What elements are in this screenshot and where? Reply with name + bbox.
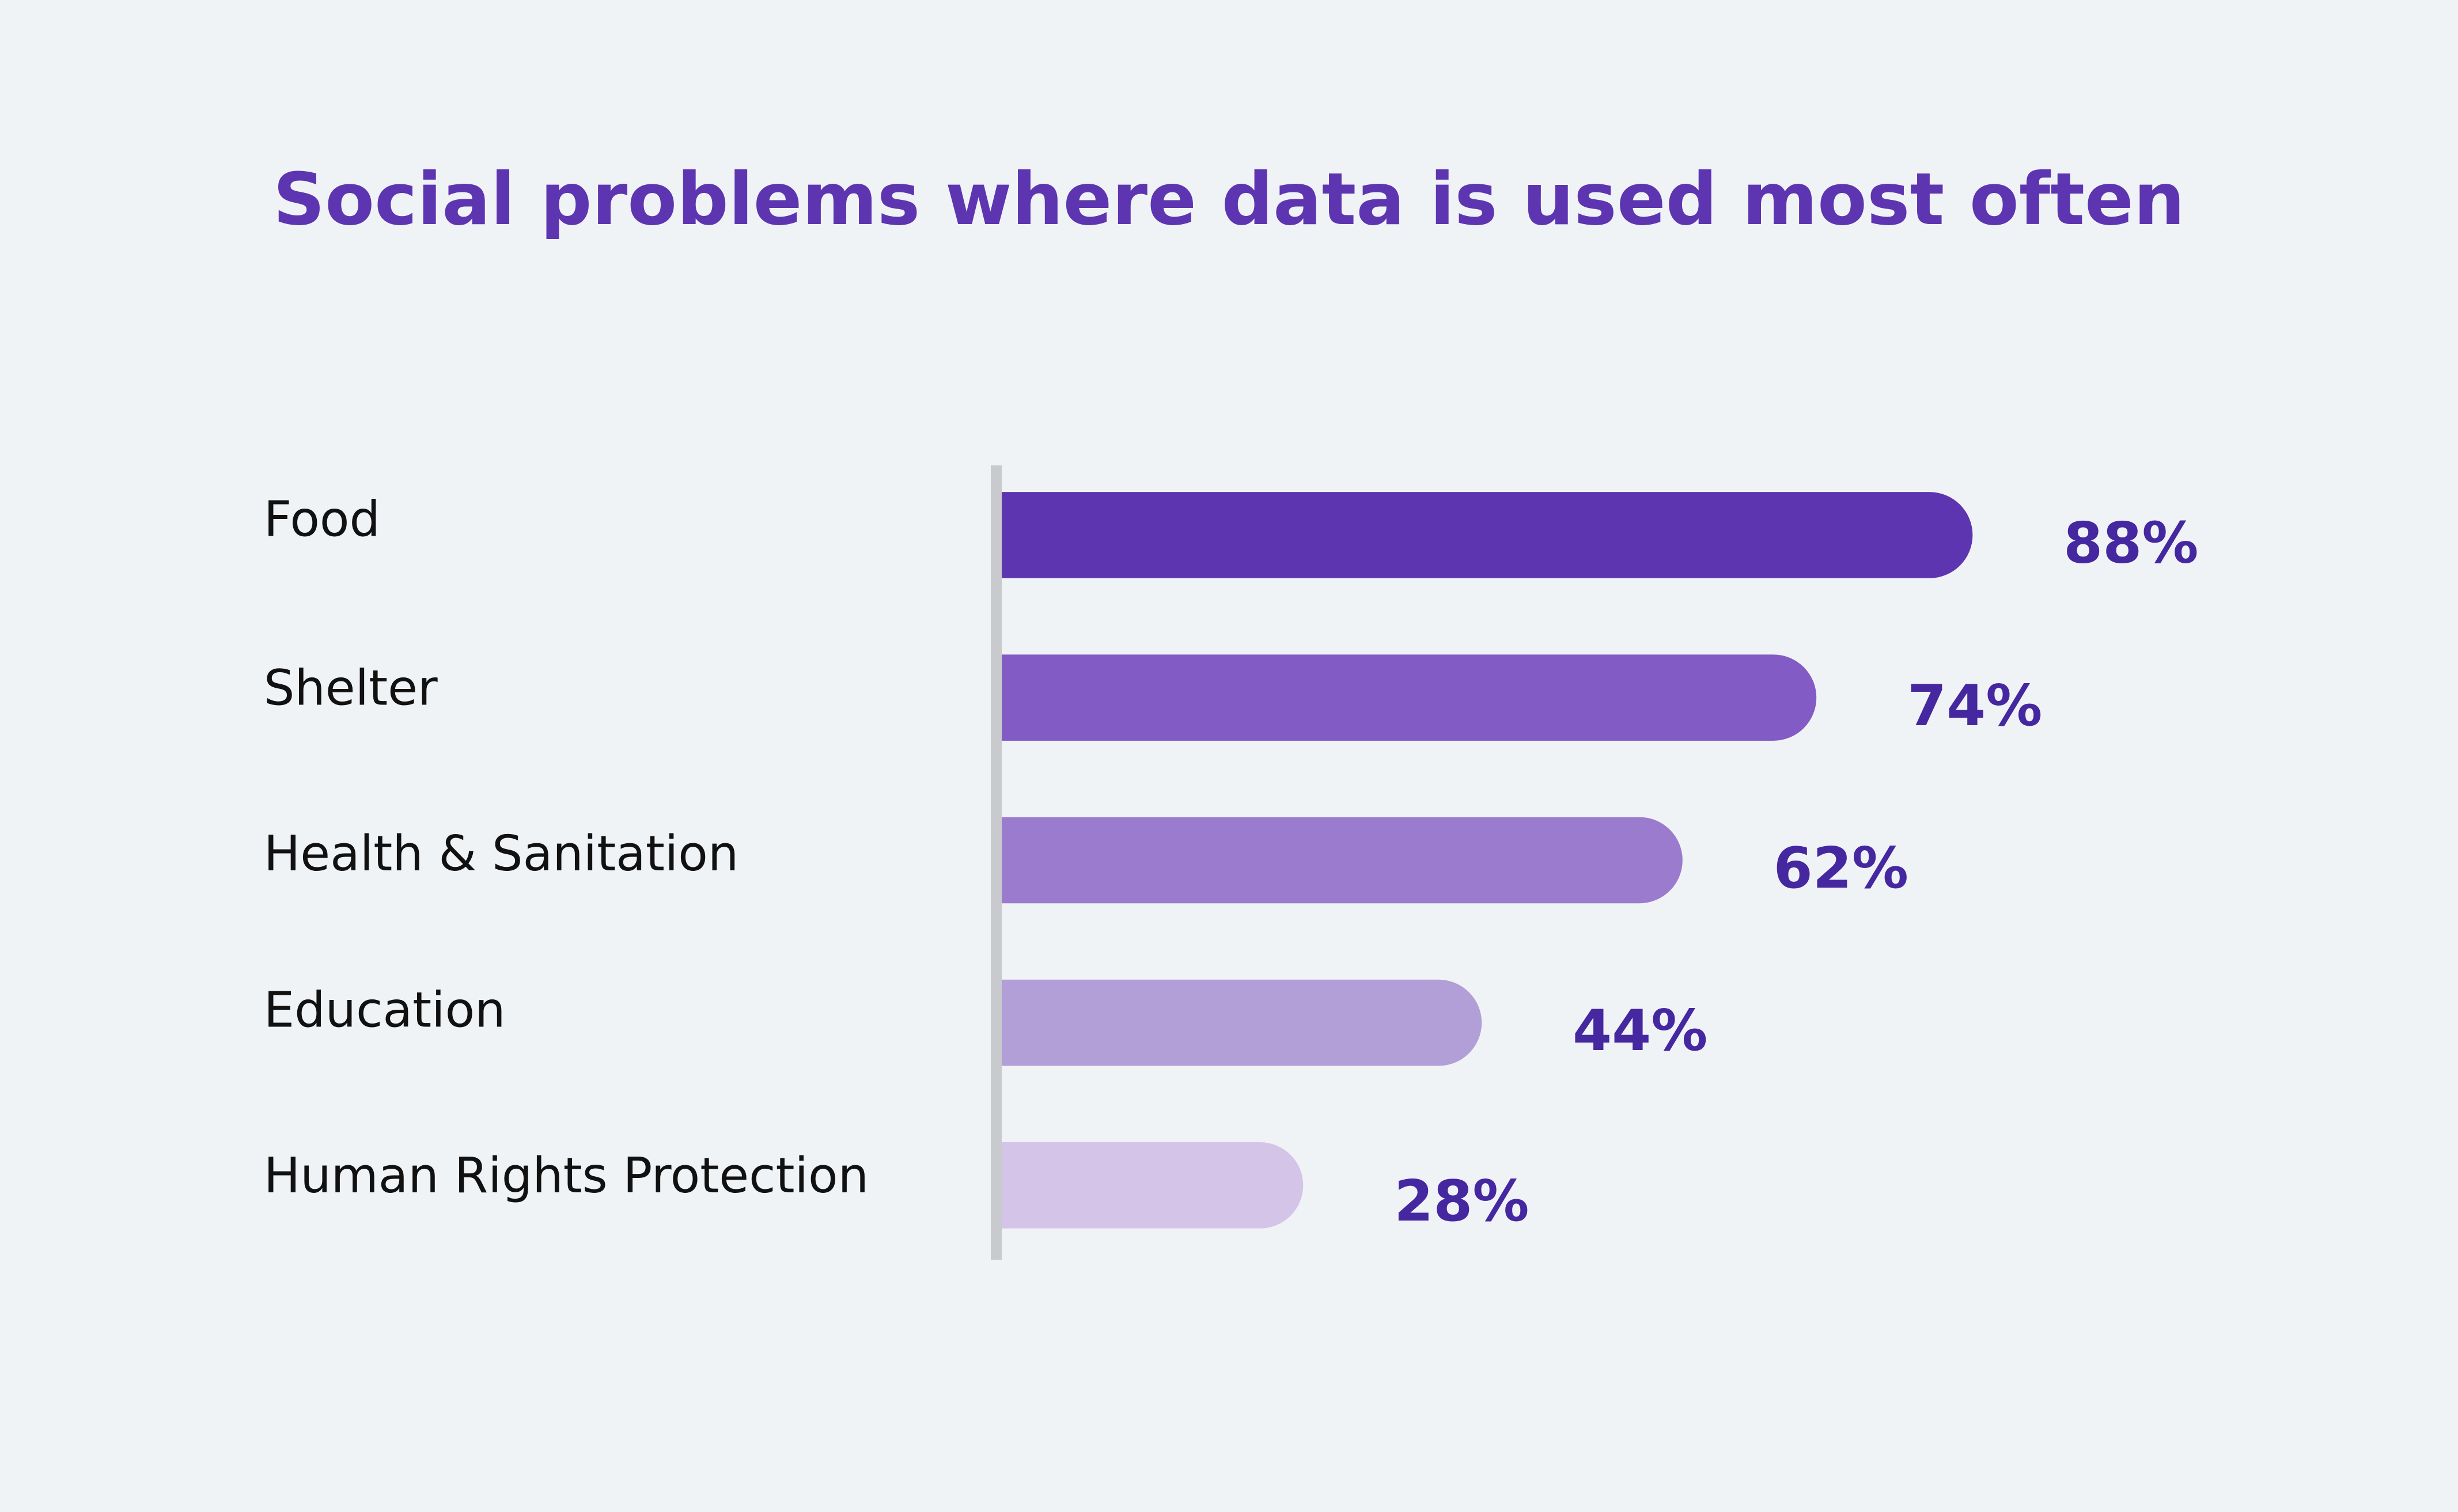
value-label: 88% — [2063, 511, 2198, 577]
value-label: 44% — [1573, 998, 1707, 1064]
category-label: Shelter — [264, 660, 438, 716]
category-label: Human Rights Protection — [264, 1147, 869, 1204]
value-label: 28% — [1394, 1169, 1529, 1234]
chart-title: Social problems where data is used most … — [273, 157, 2185, 241]
bar-1 — [991, 654, 1817, 741]
bar-2 — [991, 817, 1683, 904]
value-label: 62% — [1774, 836, 1908, 901]
value-label: 74% — [1907, 673, 2042, 739]
category-label: Education — [264, 982, 506, 1038]
category-label: Food — [264, 491, 380, 547]
bar-0 — [991, 492, 1973, 578]
bar-4 — [991, 1142, 1304, 1229]
bar-3 — [991, 979, 1482, 1066]
y-axis-line — [991, 465, 1002, 1260]
category-label: Health & Sanitation — [264, 825, 738, 882]
